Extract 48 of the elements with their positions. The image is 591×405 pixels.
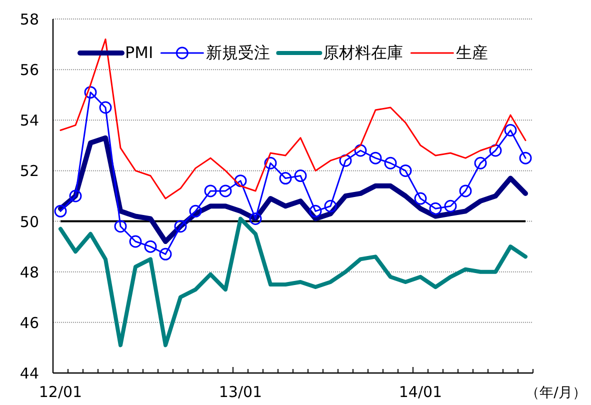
legend-label: PMI xyxy=(125,43,154,62)
y-tick-label: 54 xyxy=(20,112,39,130)
point xyxy=(264,156,277,170)
point xyxy=(69,190,82,202)
point xyxy=(234,174,247,188)
y-tick-label: 58 xyxy=(20,10,39,28)
point xyxy=(459,184,472,198)
point xyxy=(444,200,457,212)
y-tick-label: 46 xyxy=(20,314,39,332)
point xyxy=(369,152,382,164)
point xyxy=(429,202,442,215)
point xyxy=(159,248,172,260)
y-tick-label: 56 xyxy=(20,61,39,80)
y-tick-label: 48 xyxy=(20,263,39,282)
legend-label: 新規受注 xyxy=(206,43,270,62)
point xyxy=(339,154,352,167)
point xyxy=(174,220,187,233)
point xyxy=(519,152,532,164)
x-tick-label: 12/01 xyxy=(38,383,82,401)
point xyxy=(84,86,97,99)
point xyxy=(384,156,397,170)
point xyxy=(324,200,337,212)
y-tick-label: 44 xyxy=(20,364,39,382)
point xyxy=(309,204,322,218)
point xyxy=(504,124,517,137)
point xyxy=(474,156,487,170)
y-tick-label: 52 xyxy=(20,162,39,180)
point xyxy=(489,144,502,157)
point xyxy=(294,170,307,182)
point xyxy=(399,164,412,177)
point xyxy=(144,240,157,253)
point xyxy=(249,212,262,226)
point xyxy=(354,144,367,157)
point xyxy=(414,192,427,205)
point xyxy=(204,184,217,198)
x-tick-label: 14/01 xyxy=(398,383,442,401)
point xyxy=(219,184,232,198)
x-axis-title: （年/月） xyxy=(526,385,586,401)
point xyxy=(189,204,202,218)
x-tick-label: 13/01 xyxy=(218,383,262,401)
y-tick-label: 50 xyxy=(20,212,39,231)
legend-label: 原材料在庫 xyxy=(323,43,404,62)
point xyxy=(279,172,292,185)
point xyxy=(99,101,112,114)
point xyxy=(129,235,142,248)
legend-label: 生産 xyxy=(456,43,488,62)
point xyxy=(114,220,127,233)
point xyxy=(54,204,67,218)
